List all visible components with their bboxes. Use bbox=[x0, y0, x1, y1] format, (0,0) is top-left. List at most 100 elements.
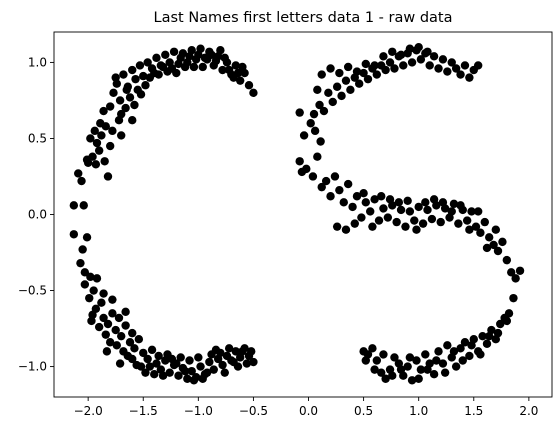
data-point bbox=[131, 75, 139, 83]
data-point bbox=[221, 368, 229, 376]
data-point bbox=[247, 347, 255, 355]
y-tick-label: 0.5 bbox=[28, 131, 47, 145]
data-point bbox=[136, 61, 144, 69]
data-point bbox=[483, 244, 491, 252]
x-tick-label: 0.5 bbox=[354, 404, 373, 418]
scatter-points bbox=[70, 43, 525, 384]
data-point bbox=[121, 321, 129, 329]
data-point bbox=[78, 245, 86, 253]
data-point bbox=[344, 63, 352, 71]
data-point bbox=[375, 216, 383, 224]
data-point bbox=[439, 198, 447, 206]
data-point bbox=[205, 358, 213, 366]
data-point bbox=[143, 355, 151, 363]
data-point bbox=[329, 98, 337, 106]
data-point bbox=[115, 314, 123, 322]
data-point bbox=[300, 131, 308, 139]
data-point bbox=[335, 186, 343, 194]
data-point bbox=[216, 349, 224, 357]
data-point bbox=[152, 54, 160, 62]
data-point bbox=[421, 198, 429, 206]
data-point bbox=[340, 198, 348, 206]
data-point bbox=[437, 218, 445, 226]
data-point bbox=[452, 362, 460, 370]
data-point bbox=[463, 216, 471, 224]
data-point bbox=[117, 110, 125, 118]
data-point bbox=[346, 86, 354, 94]
data-point bbox=[379, 52, 387, 60]
data-point bbox=[170, 48, 178, 56]
data-point bbox=[423, 206, 431, 214]
data-point bbox=[342, 226, 350, 234]
data-point bbox=[421, 350, 429, 358]
data-point bbox=[324, 89, 332, 97]
data-point bbox=[318, 70, 326, 78]
data-point bbox=[212, 57, 220, 65]
data-point bbox=[190, 63, 198, 71]
data-point bbox=[456, 70, 464, 78]
data-point bbox=[146, 362, 154, 370]
data-point bbox=[161, 51, 169, 59]
y-axis: −1.0−0.50.00.51.0 bbox=[18, 55, 54, 373]
x-tick-label: 0.0 bbox=[299, 404, 318, 418]
data-point bbox=[194, 353, 202, 361]
data-point bbox=[414, 375, 422, 383]
x-tick-label: −1.0 bbox=[184, 404, 213, 418]
data-point bbox=[112, 73, 120, 81]
x-tick-label: −1.5 bbox=[129, 404, 158, 418]
data-point bbox=[89, 286, 97, 294]
data-point bbox=[81, 280, 89, 288]
data-point bbox=[159, 372, 167, 380]
y-tick-label: −1.0 bbox=[18, 360, 47, 374]
data-point bbox=[379, 350, 387, 358]
data-point bbox=[359, 189, 367, 197]
data-point bbox=[397, 206, 405, 214]
data-point bbox=[406, 207, 414, 215]
data-point bbox=[245, 81, 253, 89]
data-point bbox=[483, 340, 491, 348]
data-point bbox=[100, 157, 108, 165]
data-point bbox=[448, 207, 456, 215]
data-point bbox=[366, 207, 374, 215]
data-point bbox=[295, 108, 303, 116]
data-point bbox=[128, 329, 136, 337]
data-point bbox=[93, 274, 101, 282]
data-point bbox=[190, 376, 198, 384]
data-point bbox=[326, 192, 334, 200]
data-point bbox=[399, 61, 407, 69]
data-point bbox=[426, 61, 434, 69]
data-point bbox=[355, 80, 363, 88]
y-tick-label: −0.5 bbox=[18, 284, 47, 298]
data-point bbox=[99, 289, 107, 297]
data-point bbox=[311, 127, 319, 135]
data-point bbox=[70, 201, 78, 209]
data-point bbox=[104, 320, 112, 328]
data-point bbox=[154, 352, 162, 360]
data-point bbox=[225, 344, 233, 352]
data-point bbox=[456, 201, 464, 209]
x-tick-label: 2.0 bbox=[519, 404, 538, 418]
data-point bbox=[117, 131, 125, 139]
data-point bbox=[379, 204, 387, 212]
data-point bbox=[234, 362, 242, 370]
data-point bbox=[441, 368, 449, 376]
data-point bbox=[310, 110, 318, 118]
data-point bbox=[333, 222, 341, 230]
data-point bbox=[92, 160, 100, 168]
x-tick-label: 1.5 bbox=[464, 404, 483, 418]
data-point bbox=[148, 346, 156, 354]
data-point bbox=[185, 52, 193, 60]
data-point bbox=[414, 43, 422, 51]
data-point bbox=[119, 70, 127, 78]
data-point bbox=[97, 131, 105, 139]
data-point bbox=[116, 359, 124, 367]
data-point bbox=[185, 356, 193, 364]
data-point bbox=[408, 58, 416, 66]
data-point bbox=[419, 219, 427, 227]
data-point bbox=[357, 213, 365, 221]
data-point bbox=[476, 350, 484, 358]
data-point bbox=[503, 256, 511, 264]
data-point bbox=[388, 48, 396, 56]
data-point bbox=[121, 308, 129, 316]
